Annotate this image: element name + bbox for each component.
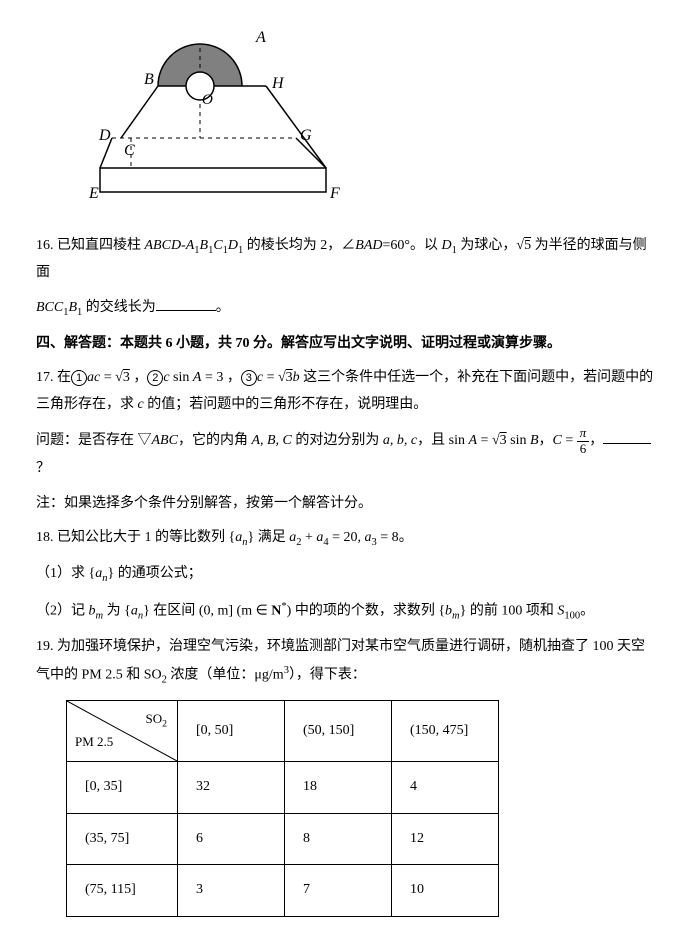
row-label: (35, 75]: [67, 813, 178, 865]
geometry-figure: A B H O D C G E F: [66, 28, 656, 209]
question-18-1: （1）求 {an} 的通项公式；: [36, 561, 656, 589]
cell: 12: [392, 813, 499, 865]
label-c: C: [124, 142, 135, 159]
label-g: G: [300, 127, 312, 144]
table-row: (35, 75] 6 8 12: [67, 813, 499, 865]
question-16: 16. 已知直四棱柱 ABCD-A1B1C1D1 的棱长均为 2，∠BAD=60…: [36, 233, 656, 287]
label-a: A: [255, 29, 266, 46]
section-4-title: 四、解答题：本题共 6 小题，共 70 分。解答应写出文字说明、证明过程或演算步…: [36, 331, 656, 358]
circle-3-icon: 3: [241, 370, 257, 386]
question-17-problem: 问题：是否存在 ▽ABC，它的内角 A, B, C 的对边分别为 a, b, c…: [36, 426, 656, 482]
label-b: B: [144, 71, 154, 88]
cell: 18: [285, 762, 392, 814]
row-label: [0, 35]: [67, 762, 178, 814]
cell: 10: [392, 865, 499, 917]
table-row: [0, 35] 32 18 4: [67, 762, 499, 814]
question-17: 17. 在1ac = √3 ，2c sin A = 3 ，3c = √3b 这三…: [36, 365, 656, 418]
cell: 7: [285, 865, 392, 917]
cell: 4: [392, 762, 499, 814]
circle-1-icon: 1: [71, 370, 87, 386]
question-19: 19. 为加强环境保护，治理空气污染，环境监测部门对某市空气质量进行调研，随机抽…: [36, 634, 656, 690]
data-table: SO2 PM 2.5 [0, 50] (50, 150] (150, 475] …: [66, 700, 499, 917]
label-e: E: [88, 185, 99, 198]
col-header: (150, 475]: [392, 701, 499, 762]
label-d: D: [98, 127, 111, 144]
col-header: (50, 150]: [285, 701, 392, 762]
cell: 8: [285, 813, 392, 865]
col-header: [0, 50]: [178, 701, 285, 762]
row-label: (75, 115]: [67, 865, 178, 917]
cell: 32: [178, 762, 285, 814]
label-f: F: [329, 185, 340, 198]
table-header-row: SO2 PM 2.5 [0, 50] (50, 150] (150, 475]: [67, 701, 499, 762]
question-16b: BCC1B1 的交线长为。: [36, 295, 656, 323]
circle-2-icon: 2: [147, 370, 163, 386]
question-18: 18. 已知公比大于 1 的等比数列 {an} 满足 a2 + a4 = 20,…: [36, 525, 656, 553]
diagonal-header: SO2 PM 2.5: [67, 701, 178, 762]
blank: [156, 296, 216, 311]
blank: [603, 429, 651, 444]
cell: 6: [178, 813, 285, 865]
label-h: H: [271, 75, 285, 92]
cell: 3: [178, 865, 285, 917]
question-17-note: 注：如果选择多个条件分别解答，按第一个解答计分。: [36, 491, 656, 518]
question-18-2: （2）记 bm 为 {an} 在区间 (0, m] (m ∈ N*) 中的项的个…: [36, 597, 656, 626]
q16-num: 16.: [36, 238, 54, 253]
label-o: O: [202, 92, 213, 108]
table-row: (75, 115] 3 7 10: [67, 865, 499, 917]
